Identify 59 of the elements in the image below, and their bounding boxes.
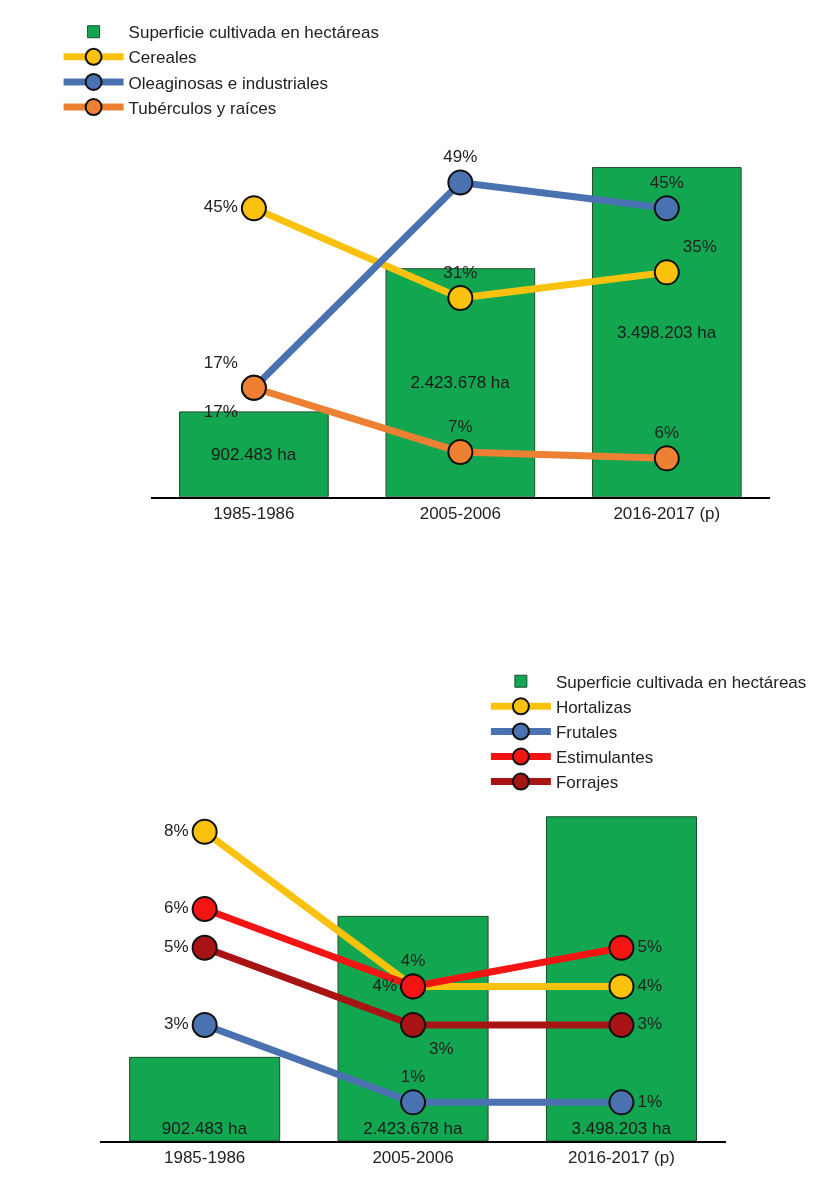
- point: [191, 1012, 218, 1039]
- legend-label: Tubérculos y raíces: [128, 98, 277, 118]
- x-tick-label: 2016-2017 (p): [613, 504, 721, 524]
- data-label: 1%: [400, 1067, 426, 1087]
- data-label: 8%: [164, 821, 189, 841]
- data-label: 902.483 ha: [161, 1119, 248, 1139]
- point: [608, 1089, 635, 1116]
- point: [191, 896, 218, 923]
- data-label: 31%: [443, 262, 478, 282]
- legend-label: Superficie cultivada en hectáreas: [128, 23, 380, 43]
- point: [400, 1089, 427, 1116]
- data-label: 2.423.678 ha: [363, 1119, 463, 1139]
- point: [447, 285, 474, 312]
- data-label: 1%: [637, 1091, 663, 1111]
- point: [608, 1012, 635, 1039]
- point: [653, 445, 680, 472]
- point: [191, 934, 218, 961]
- data-label: 3.498.203 ha: [616, 322, 717, 342]
- x-tick-label: 1985-1986: [163, 1148, 246, 1168]
- legend-label: Frutales: [555, 723, 618, 743]
- data-label: 5%: [164, 936, 189, 956]
- legend-label: Forrajes: [555, 773, 619, 793]
- x-tick-label: 2016-2017 (p): [568, 1148, 675, 1168]
- data-label: 3%: [164, 1014, 189, 1034]
- data-label: 35%: [682, 237, 717, 257]
- data-label: 4%: [372, 975, 398, 995]
- point: [608, 934, 635, 961]
- data-label: 6%: [164, 898, 189, 918]
- data-label: 4%: [637, 975, 663, 995]
- legend-label: Oleaginosas e industriales: [128, 73, 328, 93]
- point: [400, 1012, 427, 1039]
- point: [653, 195, 680, 222]
- data-label: 17%: [203, 352, 238, 372]
- point: [608, 973, 635, 1000]
- data-label: 49%: [443, 147, 478, 167]
- x-tick-label: 1985-1986: [213, 504, 295, 524]
- point: [240, 195, 267, 222]
- point: [447, 438, 474, 465]
- data-label: 17%: [203, 401, 238, 421]
- data-label: 5%: [637, 936, 663, 956]
- data-label: 902.483 ha: [211, 444, 297, 464]
- x-tick-label: 2005-2006: [372, 1148, 454, 1168]
- data-label: 3.498.203 ha: [571, 1119, 672, 1139]
- point: [653, 259, 680, 286]
- data-label: 45%: [649, 172, 684, 192]
- data-label: 3%: [637, 1014, 663, 1034]
- point: [191, 818, 218, 845]
- x-tick-label: 2005-2006: [419, 504, 502, 524]
- data-label: 4%: [400, 951, 426, 971]
- point: [447, 169, 474, 196]
- legend-label: Estimulantes: [555, 748, 654, 768]
- legend-label: Hortalizas: [555, 697, 632, 717]
- legend-label: Cereales: [128, 48, 197, 68]
- data-label: 6%: [654, 423, 680, 443]
- data-label: 7%: [448, 416, 473, 436]
- legend-label: Superficie cultivada en hectáreas: [555, 672, 807, 692]
- data-label: 3%: [429, 1038, 454, 1058]
- data-label: 45%: [203, 197, 238, 217]
- data-label: 2.423.678 ha: [410, 373, 511, 393]
